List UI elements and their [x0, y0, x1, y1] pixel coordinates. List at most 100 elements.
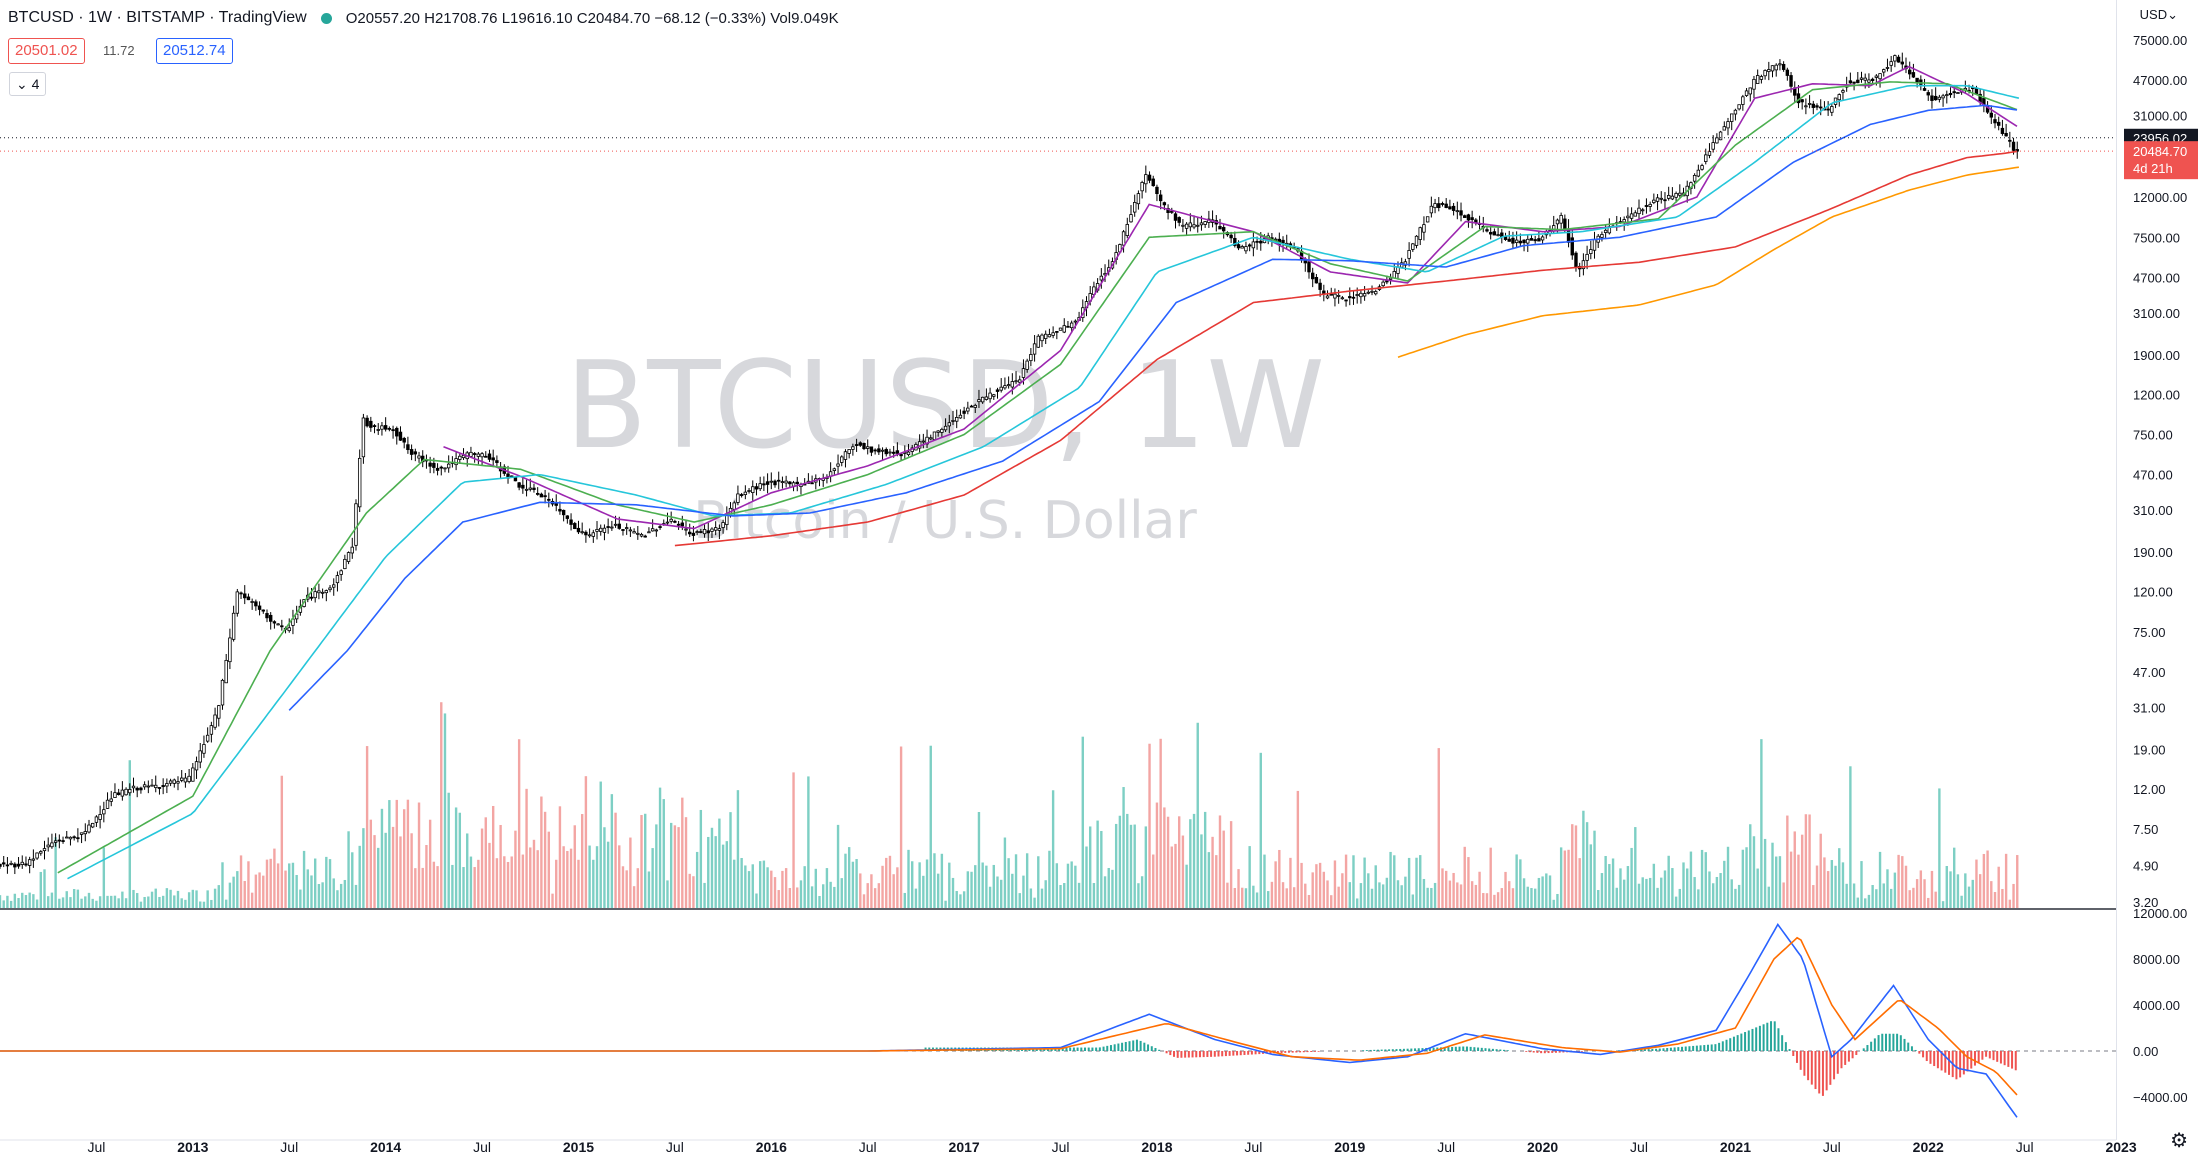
volume-bar — [284, 870, 287, 908]
symbol-title[interactable]: BTCUSD · 1W · BITSTAMP · TradingView — [8, 9, 307, 26]
volume-bar — [944, 900, 947, 908]
candle-body — [1425, 216, 1430, 223]
volume-bar — [65, 891, 68, 908]
volume-bar — [1359, 883, 1363, 908]
volume-bar — [929, 745, 932, 908]
candle-body — [72, 836, 76, 839]
volume-bar — [343, 879, 347, 908]
candle-body — [891, 451, 896, 454]
volume-bar — [592, 859, 595, 908]
volume-bar — [421, 867, 424, 908]
volume-bar — [1456, 882, 1459, 908]
candle-body — [168, 780, 173, 784]
candle-body — [973, 404, 977, 408]
candle-body — [1859, 77, 1864, 80]
volume-bar — [547, 831, 551, 908]
volume-bar — [870, 874, 873, 908]
volume-bar — [555, 859, 558, 908]
candle-body — [209, 725, 214, 735]
candle-body — [87, 824, 91, 833]
candle-body — [992, 394, 996, 397]
candle-body — [988, 392, 992, 400]
candle-body — [621, 529, 625, 531]
volume-bar — [796, 887, 799, 908]
volume-bar — [751, 864, 754, 908]
volume-bar — [651, 848, 654, 908]
volume-bar — [1745, 847, 1748, 908]
volume-bar — [1775, 856, 1778, 908]
macd-histogram-bar — [1187, 1051, 1190, 1058]
indicators-collapse-button[interactable]: ⌄ 4 — [9, 72, 47, 96]
candle-body — [1603, 229, 1608, 233]
candle-body — [840, 456, 844, 463]
macd-histogram-bar — [1840, 1051, 1843, 1069]
volume-bar — [80, 898, 83, 908]
volume-bar — [351, 852, 354, 908]
macd-histogram-bar — [1402, 1048, 1405, 1051]
volume-bar — [1011, 873, 1014, 908]
candle-body — [628, 529, 633, 532]
volume-bar — [558, 806, 562, 908]
candle-body — [102, 809, 106, 815]
volume-bar — [1315, 864, 1318, 908]
candle-body — [1744, 90, 1749, 96]
volume-bar — [810, 886, 814, 908]
volume-bars — [0, 702, 2019, 908]
macd-histogram-bar — [1933, 1051, 1936, 1067]
macd-histogram-bar — [1280, 1051, 1283, 1053]
volume-bar — [1719, 873, 1722, 908]
macd-histogram-bar — [1988, 1051, 1991, 1059]
candle-body — [1800, 99, 1804, 103]
volume-bar — [106, 895, 109, 908]
candle-body — [877, 448, 881, 453]
volume-bar — [1808, 814, 1811, 908]
ask-price-button[interactable]: 20512.74 — [156, 38, 233, 64]
candle-body — [1203, 221, 1207, 225]
candle-body — [339, 570, 343, 575]
candle-body — [1448, 206, 1452, 210]
volume-bar — [510, 856, 513, 908]
settings-gear-icon[interactable]: ⚙ — [2170, 1130, 2188, 1152]
bid-price-button[interactable]: 20501.02 — [8, 38, 85, 64]
volume-bar — [1007, 858, 1010, 908]
volume-bar — [1000, 879, 1003, 908]
macd-histogram-bar — [1169, 1051, 1172, 1056]
macd-histogram-bar — [1836, 1051, 1839, 1074]
macd-histogram-bar — [1458, 1046, 1461, 1051]
volume-bar — [195, 890, 198, 908]
candle-body — [1503, 236, 1508, 240]
candle-body — [383, 425, 388, 430]
currency-selector[interactable]: USD⌄ — [2139, 7, 2178, 22]
macd-histogram-bar — [2003, 1051, 2006, 1066]
macd-histogram-bar — [1217, 1051, 1220, 1057]
macd-histogram-bar — [1184, 1051, 1187, 1058]
candle-body — [758, 483, 762, 490]
candle-body — [1733, 109, 1738, 115]
volume-bar — [0, 895, 2, 908]
candle-body — [736, 493, 740, 503]
volume-bar — [525, 788, 528, 908]
volume-bar — [1341, 873, 1344, 908]
volume-bar — [1849, 766, 1852, 908]
price-axis-label: 4700.00 — [2133, 270, 2180, 285]
volume-bar — [462, 867, 465, 908]
volume-bar — [948, 862, 951, 908]
macd-histogram-bar — [1317, 1051, 1320, 1052]
volume-bar — [447, 792, 450, 908]
volume-bar — [517, 739, 521, 908]
candle-body — [832, 468, 837, 471]
volume-bar — [532, 839, 536, 908]
candle-body — [569, 519, 573, 525]
macd-histogram-bar — [1910, 1046, 1913, 1051]
macd-histogram-bar — [1499, 1049, 1502, 1051]
volume-bar — [1459, 884, 1463, 908]
volume-bar — [551, 893, 554, 908]
candle-body — [1715, 137, 1719, 144]
volume-bar — [1493, 894, 1496, 908]
volume-bar — [302, 850, 306, 908]
price-axis-label: 4.90 — [2133, 858, 2158, 873]
candle-body — [91, 822, 95, 828]
candle-body — [1589, 249, 1593, 254]
candle-body — [795, 481, 799, 485]
